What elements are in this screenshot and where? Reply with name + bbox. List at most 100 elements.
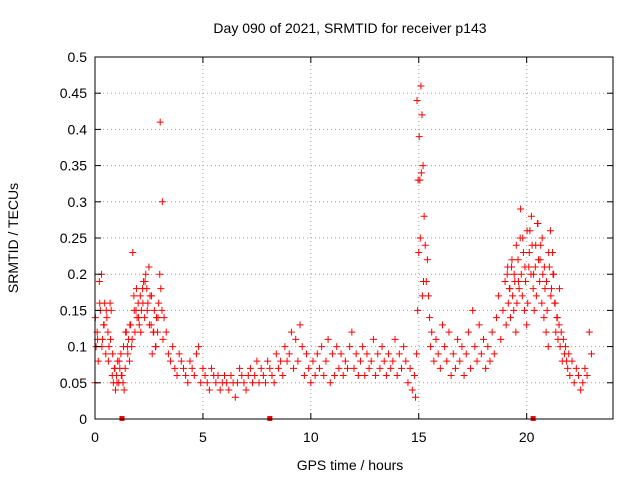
data-point	[155, 299, 163, 307]
data-point	[367, 357, 375, 365]
data-point	[214, 372, 222, 380]
data-point	[159, 335, 167, 343]
data-point	[454, 335, 462, 343]
data-point	[475, 321, 483, 329]
data-point	[532, 241, 540, 249]
data-point	[477, 350, 485, 358]
data-point	[495, 292, 503, 300]
data-point	[518, 292, 526, 300]
data-point	[382, 372, 390, 380]
data-point	[532, 292, 540, 300]
data-point	[199, 364, 207, 372]
data-point	[585, 328, 593, 336]
data-point	[246, 364, 254, 372]
data-point	[517, 270, 525, 278]
x-tick-label: 5	[199, 429, 207, 445]
data-point	[121, 364, 129, 372]
data-point	[436, 364, 444, 372]
data-point	[432, 335, 440, 343]
data-point	[115, 357, 123, 365]
data-point	[544, 343, 552, 351]
data-point	[169, 343, 177, 351]
data-point	[242, 386, 250, 394]
data-point	[281, 343, 289, 351]
data-point	[530, 270, 538, 278]
data-point	[400, 343, 408, 351]
data-point	[467, 364, 475, 372]
data-point	[167, 357, 175, 365]
data-point	[464, 328, 472, 336]
data-point	[283, 357, 291, 365]
data-point	[473, 357, 481, 365]
data-point	[119, 379, 127, 387]
data-point	[322, 357, 330, 365]
data-point	[566, 372, 574, 380]
data-point	[104, 328, 112, 336]
data-point	[376, 364, 384, 372]
data-point	[318, 343, 326, 351]
data-point	[113, 379, 121, 387]
y-tick-label: 0.5	[68, 49, 88, 65]
data-point	[451, 364, 459, 372]
data-point	[186, 357, 194, 365]
data-point	[238, 372, 246, 380]
data-point	[430, 357, 438, 365]
data-point	[139, 299, 147, 307]
data-point	[369, 335, 377, 343]
data-point	[547, 285, 555, 293]
data-point	[136, 292, 144, 300]
data-point	[344, 364, 352, 372]
data-point	[460, 372, 468, 380]
data-point	[107, 335, 115, 343]
data-point	[565, 350, 573, 358]
data-point	[536, 256, 544, 264]
data-point	[111, 364, 119, 372]
data-point	[352, 350, 360, 358]
data-point	[449, 350, 457, 358]
data-point	[395, 350, 403, 358]
data-point	[95, 277, 103, 285]
data-point	[418, 292, 426, 300]
data-point	[129, 248, 137, 256]
data-point	[372, 372, 380, 380]
data-point	[96, 299, 104, 307]
x-tick-label: 15	[411, 429, 427, 445]
data-point	[120, 386, 128, 394]
data-point	[124, 350, 132, 358]
data-point	[303, 350, 311, 358]
data-point	[555, 285, 563, 293]
data-point	[350, 364, 358, 372]
x-tick-label: 20	[519, 429, 535, 445]
data-point	[142, 270, 150, 278]
y-tick-label: 0.05	[60, 375, 87, 391]
data-point	[419, 162, 427, 170]
data-point	[524, 299, 532, 307]
data-point	[221, 372, 228, 380]
data-point	[311, 372, 319, 380]
data-point	[150, 328, 158, 336]
data-point	[109, 350, 117, 358]
data-point	[152, 343, 160, 351]
data-point	[132, 285, 140, 293]
data-point	[527, 212, 535, 220]
data-point	[412, 393, 420, 401]
data-point	[272, 350, 280, 358]
data-point	[374, 350, 382, 358]
y-tick-label: 0.35	[60, 158, 87, 174]
data-point	[333, 343, 341, 351]
data-point	[557, 328, 565, 336]
data-point	[305, 364, 313, 372]
data-point	[102, 350, 110, 358]
data-point	[534, 220, 542, 228]
data-point	[300, 372, 308, 380]
data-point	[447, 372, 455, 380]
data-point	[225, 386, 233, 394]
data-point	[119, 343, 127, 351]
data-point	[203, 379, 211, 387]
data-point	[410, 372, 418, 380]
data-point	[471, 343, 479, 351]
data-point	[438, 321, 446, 329]
data-point	[354, 372, 362, 380]
data-point	[359, 343, 367, 351]
